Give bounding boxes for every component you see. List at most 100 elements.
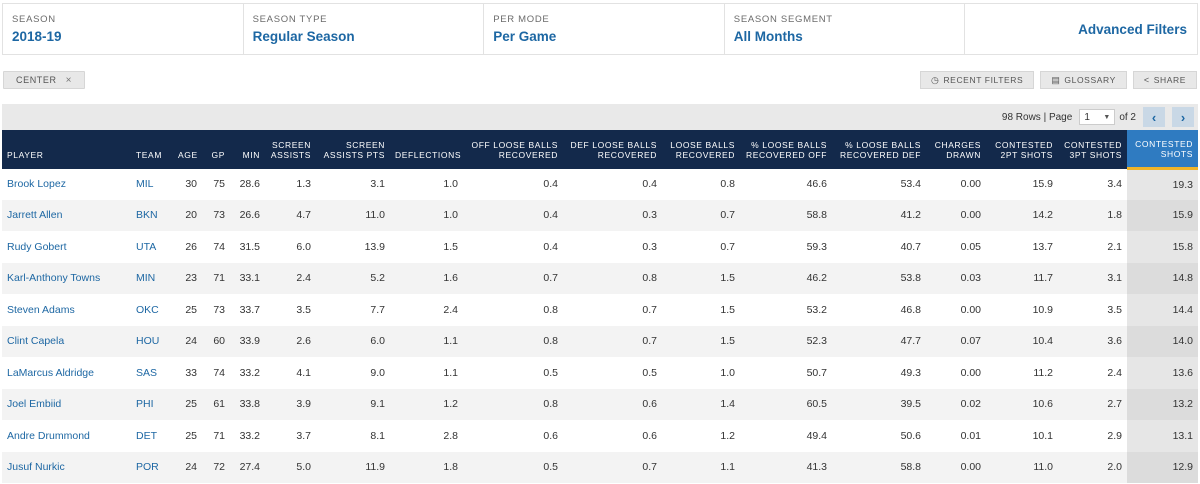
stat-cell: 0.4	[463, 168, 563, 200]
team-link[interactable]: HOU	[131, 325, 173, 357]
stat-cell: 50.6	[832, 420, 926, 452]
chip-label: CENTER	[16, 75, 57, 85]
stat-cell: 53.8	[832, 262, 926, 294]
team-link[interactable]: POR	[131, 451, 173, 483]
column-header-contested-3pt-shots[interactable]: CONTESTED 3PT SHOTS	[1058, 130, 1127, 169]
filter-season-type[interactable]: SEASON TYPE Regular Season	[244, 4, 485, 54]
stat-cell: 0.02	[926, 388, 986, 420]
filter-value: Regular Season	[252, 29, 355, 44]
team-link[interactable]: SAS	[131, 357, 173, 389]
column-header-min[interactable]: MIN	[230, 130, 265, 169]
team-link[interactable]: PHI	[131, 388, 173, 420]
table-actions: ◷ RECENT FILTERS ▤ GLOSSARY < SHARE	[919, 71, 1197, 89]
stat-cell: 15.9	[1127, 199, 1198, 231]
column-header-screen-assists[interactable]: SCREEN ASSISTS	[265, 130, 316, 169]
stat-cell: 10.6	[986, 388, 1058, 420]
stat-cell: 13.2	[1127, 388, 1198, 420]
button-label: GLOSSARY	[1064, 75, 1116, 85]
stat-cell: 1.8	[390, 451, 463, 483]
stat-cell: 33.2	[230, 357, 265, 389]
team-link[interactable]: DET	[131, 420, 173, 452]
stat-cell: 0.5	[563, 357, 662, 389]
stat-cell: 0.07	[926, 325, 986, 357]
column-header-age[interactable]: AGE	[173, 130, 202, 169]
player-link[interactable]: Andre Drummond	[2, 420, 131, 452]
stat-cell: 25	[173, 388, 202, 420]
stat-cell: 33.1	[230, 262, 265, 294]
player-link[interactable]: Karl-Anthony Towns	[2, 262, 131, 294]
column-header-loose-balls-recovered-def[interactable]: % LOOSE BALLS RECOVERED DEF	[832, 130, 926, 169]
recent-filters-button[interactable]: ◷ RECENT FILTERS	[919, 71, 1035, 89]
column-header-team[interactable]: TEAM	[131, 130, 173, 169]
stat-cell: 50.7	[740, 357, 832, 389]
stat-cell: 0.8	[463, 388, 563, 420]
team-link[interactable]: MIN	[131, 262, 173, 294]
stat-cell: 10.9	[986, 294, 1058, 326]
stat-cell: 4.1	[265, 357, 316, 389]
stat-cell: 26	[173, 231, 202, 263]
stat-cell: 11.2	[986, 357, 1058, 389]
stat-cell: 4.7	[265, 199, 316, 231]
share-button[interactable]: < SHARE	[1132, 71, 1197, 89]
player-link[interactable]: Joel Embiid	[2, 388, 131, 420]
team-link[interactable]: MIL	[131, 168, 173, 200]
stat-cell: 1.5	[662, 262, 740, 294]
prev-page-button[interactable]: ‹	[1143, 107, 1165, 127]
next-page-button[interactable]: ›	[1172, 107, 1194, 127]
stat-cell: 1.4	[662, 388, 740, 420]
stat-cell: 53.4	[832, 168, 926, 200]
stat-cell: 2.0	[1058, 451, 1127, 483]
stat-cell: 24	[173, 451, 202, 483]
stat-cell: 41.3	[740, 451, 832, 483]
filter-season-segment[interactable]: SEASON SEGMENT All Months	[725, 4, 966, 54]
close-icon[interactable]: ×	[65, 74, 73, 86]
table-body: Brook Lopez MIL 30 75 28.6 1.3 3.1 1.0 0.4 0.4 0.8…	[2, 166, 1198, 483]
filter-season[interactable]: SEASON 2018-19	[3, 4, 244, 54]
team-link[interactable]: UTA	[131, 231, 173, 263]
stat-cell: 0.05	[926, 231, 986, 263]
stat-cell: 0.5	[463, 451, 563, 483]
player-link[interactable]: Steven Adams	[2, 294, 131, 326]
column-header-deflections[interactable]: DEFLECTIONS	[390, 130, 463, 169]
advanced-filters-button[interactable]: Advanced Filters	[1078, 21, 1187, 37]
stat-cell: 24	[173, 325, 202, 357]
stat-cell: 1.5	[662, 294, 740, 326]
player-link[interactable]: Jusuf Nurkic	[2, 451, 131, 483]
player-link[interactable]: Clint Capela	[2, 325, 131, 357]
player-link[interactable]: Jarrett Allen	[2, 199, 131, 231]
column-header-gp[interactable]: GP	[202, 130, 230, 169]
stat-cell: 41.2	[832, 199, 926, 231]
stat-cell: 3.1	[1058, 262, 1127, 294]
column-header-contested-shots[interactable]: CONTESTED SHOTS	[1127, 130, 1198, 169]
stat-cell: 9.0	[316, 357, 390, 389]
player-link[interactable]: Rudy Gobert	[2, 231, 131, 263]
team-link[interactable]: OKC	[131, 294, 173, 326]
stat-cell: 28.6	[230, 168, 265, 200]
team-link[interactable]: BKN	[131, 199, 173, 231]
stat-cell: 5.0	[265, 451, 316, 483]
stat-cell: 0.7	[463, 262, 563, 294]
stat-cell: 0.7	[662, 199, 740, 231]
page-select[interactable]: 1 ▼	[1079, 109, 1116, 125]
stat-cell: 2.4	[265, 262, 316, 294]
stat-cell: 1.5	[662, 325, 740, 357]
column-header-charges-drawn[interactable]: CHARGES DRAWN	[926, 130, 986, 169]
column-header-loose-balls-recovered[interactable]: LOOSE BALLS RECOVERED	[662, 130, 740, 169]
stat-cell: 0.7	[563, 325, 662, 357]
column-header-contested-2pt-shots[interactable]: CONTESTED 2PT SHOTS	[986, 130, 1058, 169]
column-header-def-loose-balls-recovered[interactable]: DEF LOOSE BALLS RECOVERED	[563, 130, 662, 169]
column-header-screen-assists-pts[interactable]: SCREEN ASSISTS PTS	[316, 130, 390, 169]
filter-per-mode[interactable]: PER MODE Per Game	[484, 4, 725, 54]
table-row: Steven Adams OKC 25 73 33.7 3.5 7.7 2.4 0.8 0.7 1.…	[2, 294, 1198, 326]
stat-cell: 2.6	[265, 325, 316, 357]
column-header-loose-balls-recovered-off[interactable]: % LOOSE BALLS RECOVERED OFF	[740, 130, 832, 169]
stat-cell: 46.2	[740, 262, 832, 294]
column-header-player[interactable]: PLAYER	[2, 130, 131, 169]
column-header-off-loose-balls-recovered[interactable]: OFF LOOSE BALLS RECOVERED	[463, 130, 563, 169]
stat-cell: 14.4	[1127, 294, 1198, 326]
player-link[interactable]: LaMarcus Aldridge	[2, 357, 131, 389]
player-link[interactable]: Brook Lopez	[2, 168, 131, 200]
glossary-button[interactable]: ▤ GLOSSARY	[1040, 71, 1127, 89]
table-row: Brook Lopez MIL 30 75 28.6 1.3 3.1 1.0 0.4 0.4 0.8…	[2, 166, 1198, 200]
stat-cell: 5.2	[316, 262, 390, 294]
